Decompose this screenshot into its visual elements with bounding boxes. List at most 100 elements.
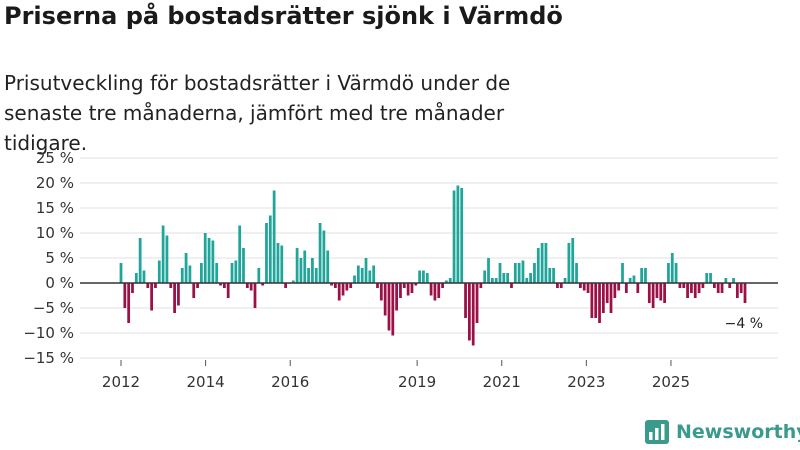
bar	[739, 283, 743, 293]
bar	[487, 258, 490, 283]
bar	[249, 283, 253, 291]
bar	[399, 283, 402, 298]
newsworthy-logo[interactable]: Newsworthy	[644, 418, 800, 446]
bar	[219, 283, 222, 286]
x-tick-label: 2025	[652, 373, 690, 391]
y-tick-label: 5 %	[45, 249, 74, 267]
bar	[119, 263, 123, 283]
bar	[735, 283, 739, 298]
bar	[445, 280, 448, 283]
bar	[376, 283, 379, 288]
bar	[667, 263, 670, 283]
bar	[556, 283, 559, 288]
bar	[701, 283, 705, 288]
bar	[211, 240, 215, 283]
bar	[498, 263, 502, 283]
bar	[502, 273, 506, 283]
bar	[368, 270, 372, 283]
chart-title: Priserna på bostadsrätter sjönk i Värmdö	[4, 2, 563, 30]
bar	[341, 283, 345, 296]
bar	[295, 248, 299, 283]
bar	[280, 245, 284, 283]
bar	[429, 283, 433, 296]
bar	[624, 283, 628, 293]
bar	[586, 283, 590, 293]
bar	[533, 263, 536, 283]
bar	[360, 268, 364, 283]
bar	[345, 283, 349, 291]
bar	[425, 273, 429, 283]
bar	[613, 283, 617, 298]
bar	[601, 283, 605, 313]
bar	[544, 243, 548, 283]
bar	[732, 278, 735, 283]
bar	[479, 283, 483, 288]
x-tick-label: 2019	[398, 373, 436, 391]
bar	[150, 283, 154, 311]
bar	[215, 263, 219, 283]
bar	[670, 253, 674, 283]
bar	[647, 283, 651, 303]
bar	[291, 280, 295, 283]
bar	[169, 283, 173, 288]
bar	[494, 278, 498, 283]
bar	[705, 273, 709, 283]
x-tick-label: 2014	[187, 373, 225, 391]
bar	[464, 283, 467, 318]
bar	[605, 283, 609, 303]
bar	[575, 263, 578, 283]
bar	[418, 270, 421, 283]
bar	[268, 215, 272, 283]
bar	[146, 283, 150, 288]
bar	[330, 283, 333, 286]
bar	[452, 190, 456, 283]
bars	[80, 185, 778, 346]
bar	[188, 265, 192, 283]
x-tick-label: 2016	[271, 373, 309, 391]
bar	[245, 283, 249, 288]
bar	[617, 283, 621, 291]
bar	[406, 283, 410, 296]
bar	[192, 283, 196, 298]
bar	[567, 243, 571, 283]
bar	[678, 283, 682, 288]
bar	[222, 283, 226, 288]
bar	[594, 283, 598, 318]
bar	[460, 188, 464, 283]
bar	[314, 268, 318, 283]
bar	[628, 278, 632, 283]
bar	[651, 283, 655, 308]
y-tick-label: −10 %	[23, 324, 74, 342]
bar	[226, 283, 230, 298]
bar	[655, 283, 659, 298]
annotation-latest-value: −4 %	[725, 316, 763, 332]
y-tick-label: 0 %	[45, 274, 74, 292]
bar	[303, 250, 307, 283]
bar	[383, 283, 387, 316]
bar	[387, 283, 391, 331]
bar	[609, 283, 613, 313]
bar	[552, 268, 555, 283]
bar	[131, 283, 134, 293]
bar	[326, 250, 330, 283]
bar	[644, 268, 647, 283]
bar	[517, 263, 521, 283]
bar	[234, 260, 238, 283]
bar	[353, 275, 356, 283]
bar	[184, 253, 188, 283]
bar	[728, 283, 732, 288]
y-tick-label: 15 %	[36, 199, 74, 217]
bar	[123, 283, 127, 308]
bar	[437, 283, 441, 298]
bar	[261, 283, 265, 286]
y-tick-label: 25 %	[36, 149, 74, 167]
bar	[337, 283, 341, 301]
bar	[142, 270, 146, 283]
bar	[157, 260, 161, 283]
bar	[490, 278, 494, 283]
newsworthy-logo-icon	[645, 420, 669, 444]
bar	[686, 283, 689, 298]
bar	[154, 283, 157, 288]
bar	[322, 230, 326, 283]
gridlines	[80, 157, 778, 359]
